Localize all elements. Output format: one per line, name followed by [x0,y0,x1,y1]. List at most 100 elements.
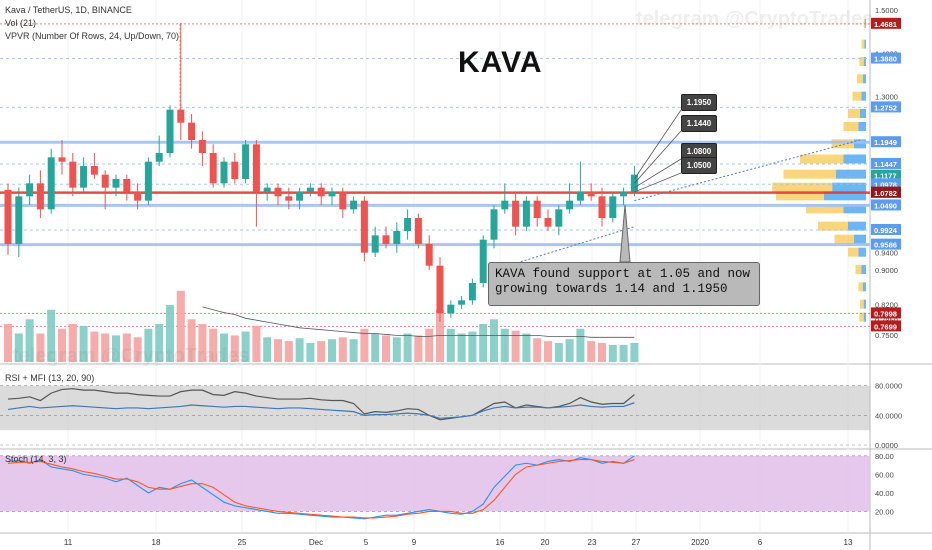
candle-body [144,161,152,201]
stoch-tick-label: 20.00 [875,507,894,516]
volume-profile [772,18,866,322]
rsi-tick-label: 40.0000 [875,411,902,420]
vpvr-up-bar [783,169,836,179]
price-label-box [871,320,901,332]
tag-connector [634,158,682,189]
price-axis[interactable]: 1.50001.40001.30001.20001.10001.00000.94… [871,6,901,340]
volume-bar [306,343,315,362]
candle-body [609,196,617,218]
candle-body [285,196,293,201]
volume-bar [133,337,142,362]
vpvr-down-bar [832,182,866,192]
candle-body [522,200,530,227]
price-tick-label: 0.9400 [875,249,898,258]
volume-bar [338,337,347,362]
price-label-box [871,238,901,250]
volume-bar [436,309,444,362]
vpvr-up-bar [818,221,848,231]
volume-bar [608,344,617,362]
price-label: 1.0978 [874,180,897,189]
price-label: 1.1177 [874,172,897,181]
candle-body [512,200,520,227]
vpvr-legend: VPVR (Number Of Rows, 24, Up/Down, 70) [5,31,180,41]
volume-bar [198,324,207,362]
candle-body [350,200,358,210]
volume-bar [317,341,326,362]
price-label: 0.7998 [874,309,897,318]
candle-body [382,235,390,244]
volume-bar [220,333,228,362]
candle-body [296,192,304,201]
volume-bar [630,343,639,362]
target-tag-4[interactable]: 1.0500 [681,157,717,174]
candle-body [576,192,584,201]
price-label-box [871,178,901,190]
volume-bar [14,333,23,362]
volume-bar [176,290,185,362]
candle-body [36,183,44,210]
candle-body [123,179,131,192]
volume-bar [360,328,369,362]
candle-body [231,161,239,179]
watermark-top: telegram @CryptoTrades [636,8,874,30]
target-tag-1[interactable]: 1.1950 [681,94,717,111]
chart-title: KAVA [458,46,543,79]
volume-bar [382,335,390,362]
volume-bar [479,324,488,362]
candlesticks [4,23,638,322]
rsi-pane: 80.0000 40.0000 0.0000 [0,382,902,450]
price-label-box [871,52,901,64]
candle-body [4,189,12,244]
time-tick-label: 5 [364,538,369,547]
volume-bar [392,337,401,362]
target-tag-2[interactable]: 1.1440 [681,115,717,132]
vpvr-down-bar [864,39,866,49]
volume-bar [490,319,498,362]
stoch-tick-label: 60.00 [875,470,894,479]
candle-body [425,244,433,266]
candle-body [317,187,325,197]
price-label: 1.0782 [874,189,897,198]
candle-body [90,166,98,175]
volume-bar [425,328,434,362]
candle-body [479,239,487,283]
vpvr-down-bar [858,247,866,257]
vpvr-down-bar [863,282,866,292]
price-label-box [871,17,901,29]
volume-bar [587,341,596,362]
volume-bar [295,338,304,362]
volume-bar [371,333,380,362]
price-label-box [871,307,901,319]
time-tick-label: Dec [309,538,323,547]
volume-bars [4,290,639,362]
vpvr-down-bar [854,234,866,244]
price-label-box [871,223,901,235]
volume-bar [79,325,88,362]
candle-body [436,265,444,314]
candle-body [414,218,422,244]
time-tick-label: 2020 [691,538,709,547]
volume-bar [230,335,239,362]
volume-bar [36,333,45,362]
candle-body [209,153,217,184]
price-label: 1.1447 [874,160,897,169]
vpvr-up-bar [858,282,863,292]
stoch-k-line [7,455,635,520]
candle-body [134,192,142,201]
candle-body [490,209,498,240]
annotation-note[interactable]: KAVA found support at 1.05 and now growi… [488,262,760,306]
volume-bar [598,343,606,362]
symbol-title: Kava / TetherUS, 1D, BINANCE [5,5,132,15]
vpvr-up-bar [772,182,833,192]
candle-body [220,161,228,184]
stoch-pane: 80.00 60.00 40.00 20.00 [0,452,894,520]
candle-body [242,144,250,179]
price-label: 0.7699 [874,322,897,331]
candle-body [252,144,260,192]
vpvr-down-bar [861,91,866,101]
time-tick-label: 25 [238,538,247,547]
volume-bar [349,339,358,362]
volume-bar [274,339,282,362]
time-axis[interactable]: 11 18 25 Dec 5 9 16 20 23 27 2020 6 13 [64,538,853,547]
